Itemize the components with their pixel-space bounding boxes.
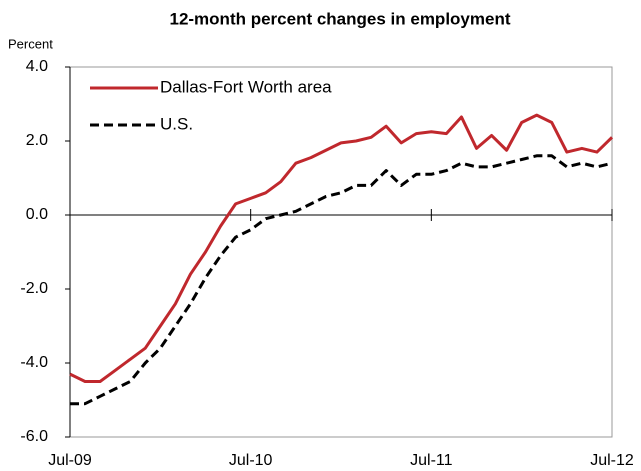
series-line	[70, 154, 613, 406]
series-line	[69, 113, 614, 383]
y-tick-label: -4.0	[20, 354, 48, 371]
x-tick-label: Jul-12	[590, 452, 634, 469]
y-tick-label: 2.0	[26, 132, 48, 149]
x-tick-label: Jul-09	[48, 452, 92, 469]
legend-label: Dallas-Fort Worth area	[160, 77, 332, 96]
legend-label: U.S.	[160, 114, 193, 133]
x-tick-label: Jul-11	[410, 452, 452, 469]
y-tick-label: -6.0	[20, 428, 48, 445]
chart-title: 12-month percent changes in employment	[169, 9, 510, 28]
plot-frame	[69, 66, 613, 438]
y-tick-label: -2.0	[20, 280, 48, 297]
y-tick-label: 4.0	[26, 58, 48, 75]
y-tick-label: 0.0	[26, 206, 48, 223]
x-tick-label: Jul-10	[229, 452, 273, 469]
y-axis-label: Percent	[8, 36, 53, 51]
